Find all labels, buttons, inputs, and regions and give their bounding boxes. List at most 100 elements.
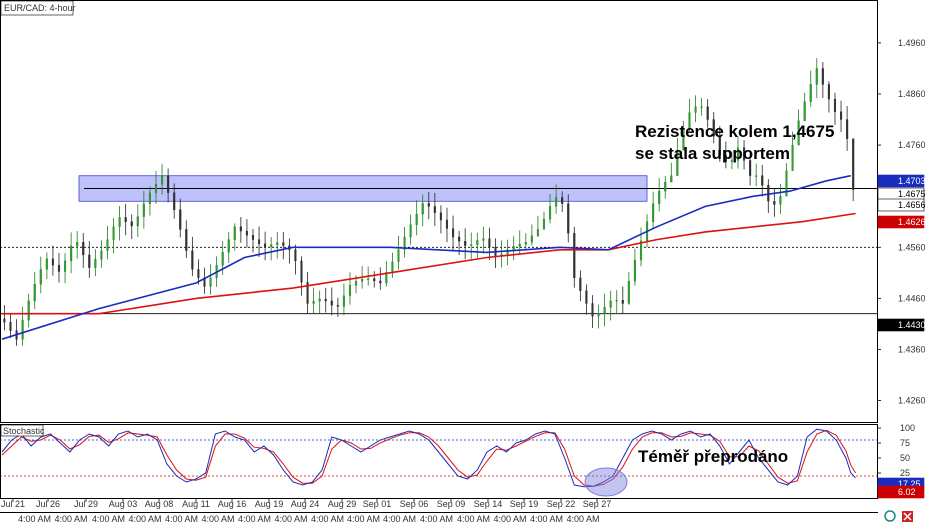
candle-body bbox=[282, 242, 285, 246]
annotation-line-1: Rezistence kolem 1,4675 bbox=[635, 122, 834, 141]
candle-body bbox=[761, 175, 764, 186]
candle-body bbox=[603, 307, 606, 314]
candle-body bbox=[88, 254, 91, 268]
time-tick-label: 4:00 AM bbox=[18, 514, 51, 524]
stoch-tag-label: 17.25 bbox=[898, 479, 921, 489]
price-tag-label: 1.4656 bbox=[898, 200, 925, 210]
candle-body bbox=[57, 265, 61, 272]
candle-body bbox=[512, 246, 515, 250]
price-candles bbox=[3, 58, 855, 346]
date-axis-ticks: Jul 21 Jul 26 Jul 29 Aug 03 Aug 08 Aug 11 Aug … bbox=[1, 498, 611, 524]
candle-body bbox=[318, 299, 321, 302]
stoch-tick-label: 100 bbox=[900, 423, 915, 433]
stochastic-lines bbox=[0, 428, 877, 488]
candle-body bbox=[409, 224, 412, 238]
candle-body bbox=[785, 170, 788, 197]
candle-body bbox=[815, 68, 818, 85]
candle-body bbox=[9, 322, 12, 331]
candle-body bbox=[585, 290, 588, 304]
candle-body bbox=[718, 135, 721, 156]
candle-body bbox=[682, 128, 685, 151]
candle-body bbox=[688, 112, 691, 129]
main-pane-frame bbox=[0, 0, 878, 423]
candle-body bbox=[245, 230, 248, 236]
date-tick-label: Jul 26 bbox=[36, 499, 60, 509]
candle-body bbox=[536, 229, 539, 236]
stoch-k-line bbox=[1, 428, 856, 488]
candle-body bbox=[312, 301, 315, 304]
stoch-tick-label: 75 bbox=[900, 438, 910, 448]
candle-body bbox=[840, 111, 843, 120]
candle-body bbox=[21, 319, 24, 340]
close-icon[interactable] bbox=[902, 511, 913, 522]
candle-body bbox=[549, 206, 552, 220]
date-tick-label: Sep 27 bbox=[583, 499, 612, 509]
date-tick-label: Aug 16 bbox=[218, 499, 247, 509]
candle-body bbox=[336, 305, 339, 307]
candle-body bbox=[397, 249, 400, 262]
candle-body bbox=[573, 233, 576, 279]
ma-blue-line bbox=[1, 174, 851, 340]
candle-body bbox=[821, 68, 824, 85]
price-tick-label: 1.4260 bbox=[898, 396, 925, 406]
candle-body bbox=[185, 229, 188, 251]
price-tag-box bbox=[877, 198, 925, 212]
candle-body bbox=[276, 242, 279, 245]
price-tag-box bbox=[877, 174, 925, 188]
time-tick-label: 4:00 AM bbox=[54, 514, 87, 524]
time-tick-label: 4:00 AM bbox=[347, 514, 380, 524]
candle-body bbox=[3, 318, 6, 323]
candle-body bbox=[676, 150, 679, 176]
candle-body bbox=[470, 244, 473, 246]
time-tick-label: 4:00 AM bbox=[92, 514, 125, 524]
date-tick-label: Sep 19 bbox=[510, 499, 539, 509]
candle-body bbox=[506, 249, 509, 255]
candle-body bbox=[579, 277, 582, 291]
stoch-tick-label: 50 bbox=[900, 453, 910, 463]
candle-body bbox=[561, 197, 564, 204]
candle-body bbox=[221, 252, 224, 266]
time-tick-label: 4:00 AM bbox=[530, 514, 563, 524]
price-tick-label: 1.4960 bbox=[898, 38, 925, 48]
candle-body bbox=[136, 216, 139, 227]
candle-body bbox=[791, 144, 794, 171]
candle-body bbox=[51, 258, 54, 266]
candle-body bbox=[227, 239, 230, 253]
candle-body bbox=[70, 245, 73, 262]
candle-body bbox=[833, 98, 837, 113]
date-tick-label: Aug 08 bbox=[145, 499, 174, 509]
candle-body bbox=[33, 284, 36, 302]
date-tick-label: Aug 19 bbox=[255, 499, 284, 509]
candle-body bbox=[300, 260, 303, 283]
time-tick-label: 4:00 AM bbox=[383, 514, 416, 524]
candle-body bbox=[82, 242, 85, 256]
price-tick-label: 1.4560 bbox=[898, 242, 925, 252]
candle-body bbox=[621, 300, 624, 304]
candle-body bbox=[27, 300, 30, 321]
horizontal-levels bbox=[0, 188, 877, 315]
sync-icon[interactable] bbox=[884, 510, 896, 522]
candle-body bbox=[130, 221, 133, 227]
candle-body bbox=[427, 203, 430, 207]
stoch-tag-label: 6.02 bbox=[898, 487, 916, 497]
candle-body bbox=[749, 160, 752, 176]
candle-body bbox=[542, 219, 546, 230]
stoch-tick-label: 25 bbox=[900, 468, 910, 478]
candle-body bbox=[100, 250, 103, 260]
time-tick-label: 4:00 AM bbox=[311, 514, 344, 524]
candle-body bbox=[451, 228, 455, 238]
candle-body bbox=[773, 201, 776, 205]
candle-body bbox=[627, 280, 630, 304]
candle-body bbox=[852, 138, 855, 190]
candle-body bbox=[658, 190, 661, 204]
candle-body bbox=[615, 300, 618, 302]
candle-body bbox=[385, 272, 388, 284]
price-tag-label: 1.4430 bbox=[898, 320, 925, 330]
stoch-annotation: Téměř přeprodáno bbox=[638, 447, 788, 466]
time-tick-label: 4:00 AM bbox=[128, 514, 161, 524]
candle-body bbox=[482, 238, 485, 241]
candle-body bbox=[445, 219, 449, 229]
date-tick-label: Aug 24 bbox=[291, 499, 320, 509]
candle-body bbox=[403, 236, 406, 250]
